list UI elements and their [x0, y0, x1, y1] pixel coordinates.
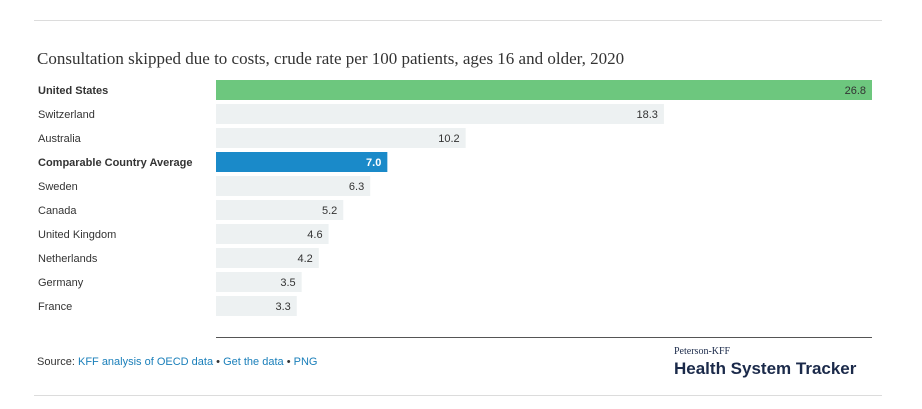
bar-value-label: 3.3 — [275, 301, 290, 313]
category-label: Australia — [38, 133, 82, 145]
bar-value-label: 18.3 — [637, 109, 658, 121]
png-link[interactable]: PNG — [293, 356, 318, 368]
bar — [216, 296, 297, 316]
bar — [216, 200, 344, 220]
bar — [216, 248, 319, 268]
category-label: United Kingdom — [38, 229, 116, 241]
bar — [216, 176, 371, 196]
bar-chart: United States 26.8 Switzerland 18.3 Australi… — [38, 80, 872, 316]
bar — [216, 80, 872, 100]
chart-baseline — [216, 337, 872, 338]
brand-logo: Peterson-KFF Health System Tracker — [674, 346, 856, 379]
bar-value-label: 4.2 — [298, 253, 313, 265]
bar-value-label: 4.6 — [307, 229, 322, 241]
bar-value-label: 10.2 — [438, 133, 459, 145]
category-label: Sweden — [38, 181, 78, 193]
chart-title: Consultation skipped due to costs, crude… — [37, 49, 625, 68]
source-label: Source: — [37, 356, 75, 368]
bar — [216, 104, 664, 124]
bar — [216, 152, 388, 172]
bar-value-label: 5.2 — [322, 205, 337, 217]
category-label: Netherlands — [38, 253, 98, 265]
footer-separator: • — [286, 356, 291, 368]
bar-value-label: 6.3 — [349, 181, 364, 193]
category-label: United States — [38, 85, 108, 97]
category-label: Canada — [38, 205, 77, 217]
source-link[interactable]: KFF analysis of OECD data — [77, 356, 214, 368]
get-data-link[interactable]: Get the data — [223, 356, 284, 368]
footer-source: Source: KFF analysis of OECD data • Get … — [37, 356, 317, 368]
category-label: Germany — [38, 277, 84, 289]
brand-big-text: Health System Tracker — [674, 359, 857, 378]
bar — [216, 272, 302, 292]
bar — [216, 128, 466, 148]
bar — [216, 224, 329, 244]
top-divider — [34, 20, 882, 21]
brand-small-text: Peterson-KFF — [674, 346, 731, 357]
bar-value-label: 26.8 — [845, 85, 866, 97]
category-label: Comparable Country Average — [38, 157, 192, 169]
bar-value-label: 7.0 — [366, 157, 381, 169]
category-label: France — [38, 301, 72, 313]
bottom-divider — [34, 395, 882, 396]
bar-value-label: 3.5 — [280, 277, 295, 289]
category-label: Switzerland — [38, 109, 95, 121]
footer-separator: • — [216, 356, 221, 368]
